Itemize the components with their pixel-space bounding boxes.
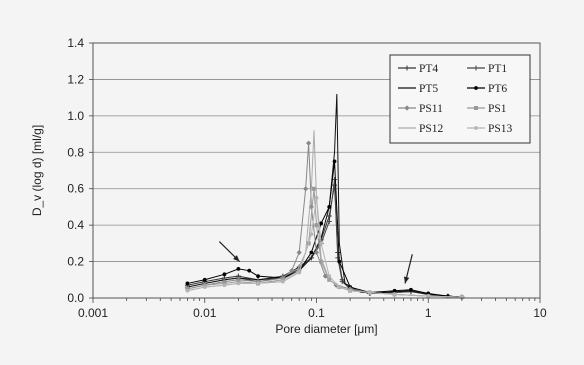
- data-point: [409, 287, 413, 292]
- data-point: [202, 277, 207, 282]
- legend-label: PS13: [488, 123, 513, 135]
- y-tick-label: 0.0: [67, 291, 84, 305]
- data-point: [404, 65, 410, 71]
- legend-label: PS12: [419, 123, 444, 135]
- x-tick-label: 0.1: [308, 306, 325, 320]
- data-point: [236, 266, 241, 271]
- y-tick-label: 0.8: [67, 145, 84, 159]
- data-point: [309, 232, 314, 237]
- y-tick-label: 1.4: [67, 36, 84, 50]
- y-axis-title: D_v (log d) [ml/g]: [30, 125, 44, 216]
- legend-item: PT5: [398, 83, 438, 95]
- y-tick-label: 0.4: [67, 218, 84, 232]
- data-point: [222, 272, 227, 277]
- data-point: [474, 126, 478, 130]
- x-tick-label: 1: [425, 306, 432, 320]
- legend-item: PS1: [467, 103, 507, 115]
- y-tick-label: 0.2: [67, 255, 84, 269]
- x-tick-label: 10: [533, 306, 547, 320]
- y-tick-label: 1.0: [67, 109, 84, 123]
- data-point: [473, 65, 479, 71]
- y-tick-label: 1.2: [67, 72, 84, 86]
- legend-label: PT4: [419, 63, 438, 75]
- data-point: [202, 285, 207, 289]
- data-point: [367, 290, 372, 295]
- data-point: [426, 294, 431, 299]
- data-point: [327, 274, 332, 279]
- data-point: [404, 105, 410, 111]
- data-point: [474, 106, 478, 110]
- data-point: [185, 288, 190, 293]
- data-point: [185, 281, 190, 286]
- data-point: [236, 281, 241, 286]
- annotation-arrowhead: [403, 276, 410, 284]
- x-axis-title: Pore diameter [μm]: [275, 322, 377, 336]
- y-tick-label: 0.6: [67, 182, 84, 196]
- legend-item: PT6: [467, 83, 507, 95]
- data-point: [337, 285, 342, 289]
- legend-item: PS13: [467, 123, 513, 135]
- legend-item: PT1: [467, 63, 507, 75]
- data-point: [312, 186, 317, 191]
- legend-label: PS11: [419, 103, 443, 115]
- series-ps13: [185, 195, 464, 299]
- data-point: [319, 241, 324, 246]
- data-point: [392, 292, 397, 297]
- data-point: [474, 86, 478, 90]
- x-tick-label: 0.01: [193, 306, 217, 320]
- data-point: [247, 268, 252, 273]
- legend-label: PS1: [488, 103, 507, 115]
- legend-item: PT4: [398, 63, 438, 75]
- data-point: [339, 279, 345, 285]
- series-line: [187, 93, 462, 298]
- data-point: [327, 205, 332, 209]
- legend-label: PT6: [488, 83, 507, 95]
- legend-label: PT5: [419, 83, 438, 95]
- legend-label: PT1: [488, 63, 507, 75]
- data-point: [256, 274, 260, 279]
- data-point: [296, 249, 302, 256]
- data-point: [337, 259, 342, 264]
- data-point: [314, 223, 319, 228]
- data-point: [280, 279, 285, 284]
- data-point: [326, 219, 332, 224]
- legend-item: PS12: [398, 123, 444, 135]
- legend-item: PS11: [398, 103, 443, 115]
- data-point: [222, 283, 227, 288]
- data-point: [313, 249, 320, 256]
- series-pt5: [187, 93, 462, 298]
- data-point: [309, 250, 314, 255]
- data-point: [332, 159, 337, 164]
- data-point: [289, 268, 295, 274]
- data-point: [319, 221, 324, 226]
- annotation-arrowhead: [233, 255, 240, 262]
- data-point: [392, 288, 397, 293]
- data-point: [314, 195, 319, 200]
- data-point: [319, 259, 324, 264]
- data-point: [348, 288, 353, 293]
- data-point: [303, 186, 309, 192]
- x-tick-label: 0.001: [78, 306, 108, 320]
- data-point: [306, 140, 312, 146]
- data-point: [256, 281, 260, 286]
- data-point: [297, 270, 302, 275]
